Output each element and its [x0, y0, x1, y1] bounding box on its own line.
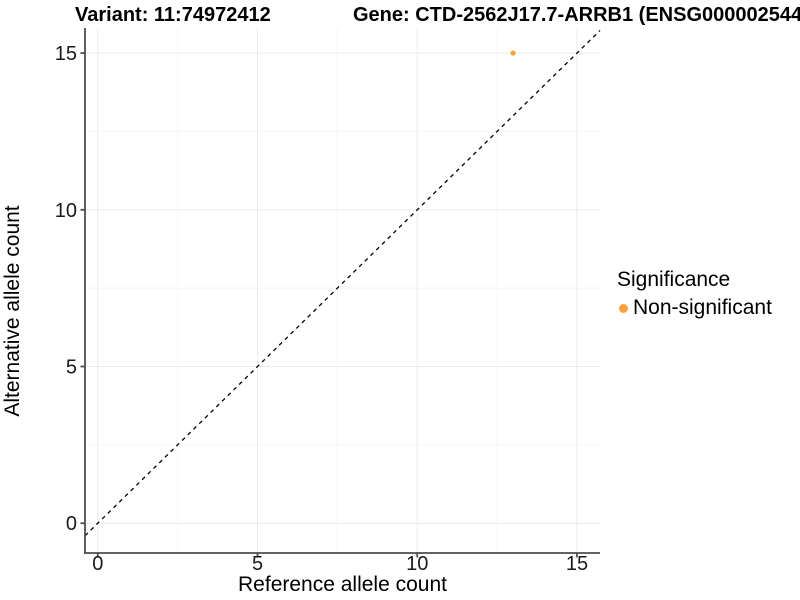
legend-item-label: Non-significant — [633, 296, 772, 319]
grid-minor — [85, 28, 600, 553]
x-tick-label: 5 — [252, 553, 263, 575]
x-tick-label: 10 — [406, 553, 428, 575]
identity-dashed-line — [84, 30, 601, 537]
axis-ticks — [80, 52, 578, 558]
data-point — [510, 50, 516, 56]
legend: Significance Non-significant — [617, 268, 772, 320]
grid-major — [85, 28, 600, 553]
legend-point-swatch-icon — [619, 303, 628, 313]
x-tick-label: 0 — [92, 553, 103, 575]
tick-labels: 0 5 10 15 0 5 10 15 — [55, 43, 588, 575]
x-tick-label: 15 — [566, 553, 588, 575]
y-tick-label: 15 — [55, 43, 77, 65]
legend-title: Significance — [617, 268, 731, 291]
y-tick-label: 0 — [66, 513, 77, 535]
y-tick-label: 5 — [66, 357, 77, 379]
gene-title: Gene: CTD-2562J17.7-ARRB1 (ENSG000002544 — [353, 4, 800, 26]
legend-key — [617, 303, 630, 313]
y-tick-label: 10 — [55, 200, 77, 222]
x-axis-title: Reference allele count — [238, 573, 447, 596]
axis-lines — [84, 28, 600, 554]
variant-title: Variant: 11:74972412 — [75, 4, 271, 26]
data-points — [510, 50, 516, 56]
legend-item-non-significant: Non-significant — [617, 296, 772, 320]
